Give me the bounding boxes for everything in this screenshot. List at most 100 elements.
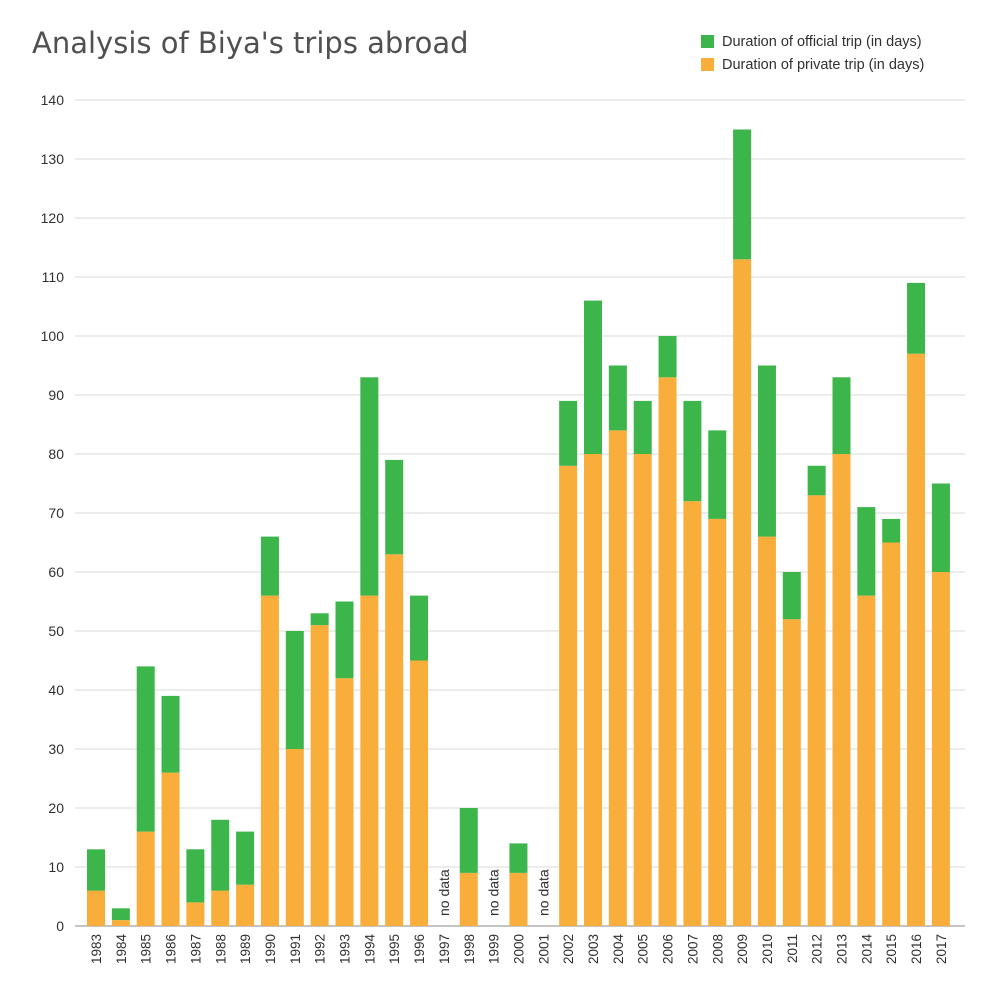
bar-official-1983: [87, 849, 105, 891]
bar-official-2004: [608, 365, 627, 431]
bar-private-1989: [236, 884, 255, 926]
legend-label-private: Duration of private trip (in days): [722, 56, 925, 73]
bar-private-1994: [360, 595, 379, 926]
x-tick-label-1992: 1992: [313, 934, 328, 964]
x-tick-label-2007: 2007: [685, 934, 700, 964]
bar-private-1987: [186, 902, 205, 926]
grid-layer: [75, 99, 965, 927]
bar-private-2005: [633, 454, 652, 926]
bar-official-2010: [757, 365, 776, 537]
x-tick-label-2009: 2009: [735, 934, 750, 964]
y-tick-label-120: 120: [41, 210, 65, 226]
bar-private-2008: [708, 518, 727, 926]
bar-private-2000: [509, 872, 528, 926]
bar-official-2000: [509, 843, 528, 873]
legend-swatch-official: [701, 35, 714, 48]
bar-official-1987: [186, 849, 205, 903]
y-tick-label-100: 100: [41, 328, 65, 344]
bar-private-1991: [285, 749, 304, 926]
bar-official-1993: [335, 601, 354, 679]
bar-private-2006: [658, 377, 677, 926]
bar-private-1983: [87, 890, 105, 926]
x-tick-label-1996: 1996: [412, 934, 427, 964]
bar-official-2014: [857, 507, 876, 596]
legend-item-official: Duration of official trip (in days): [701, 30, 924, 53]
x-tick-label-1987: 1987: [188, 934, 203, 964]
chart-title: Analysis of Biya's trips abroad: [32, 26, 469, 60]
bar-private-2003: [584, 454, 602, 926]
x-tick-label-1983: 1983: [89, 934, 104, 964]
y-tick-label-70: 70: [48, 505, 64, 521]
bar-private-2002: [559, 465, 578, 926]
axis-layer: 0 10 20 30 40 50 60 70 80 90 100 110 120 130 140 1983 19…: [41, 92, 949, 964]
x-tick-label-1989: 1989: [238, 934, 253, 964]
bar-official-2005: [633, 400, 652, 454]
bar-official-1984: [111, 908, 130, 921]
bar-official-1998: [459, 808, 478, 873]
bar-official-2009: [733, 129, 752, 260]
bar-official-2006: [658, 336, 677, 378]
bar-official-2012: [807, 465, 826, 496]
no-data-label-1997: no data: [436, 869, 452, 916]
x-tick-label-2012: 2012: [810, 934, 825, 964]
bar-official-2015: [882, 518, 901, 543]
x-tick-label-1986: 1986: [164, 934, 179, 964]
x-tick-label-1998: 1998: [462, 934, 477, 964]
x-tick-label-1988: 1988: [213, 934, 228, 964]
legend: Duration of official trip (in days) Dura…: [701, 30, 924, 76]
bar-official-1996: [410, 595, 429, 661]
bar-private-2016: [907, 353, 926, 926]
y-tick-label-10: 10: [48, 859, 64, 875]
bar-official-2003: [584, 300, 602, 454]
x-tick-label-1991: 1991: [288, 934, 303, 964]
bar-private-1995: [385, 554, 404, 926]
bar-private-1998: [459, 872, 478, 926]
bar-official-2016: [907, 282, 926, 354]
x-tick-label-1994: 1994: [362, 934, 377, 965]
y-tick-label-0: 0: [56, 918, 64, 934]
y-tick-label-140: 140: [41, 92, 65, 108]
x-tick-label-2014: 2014: [859, 934, 874, 965]
y-tick-label-30: 30: [48, 741, 64, 757]
bar-private-1996: [410, 660, 429, 926]
bar-official-2011: [782, 572, 801, 620]
x-tick-label-1995: 1995: [387, 934, 402, 964]
y-tick-label-60: 60: [48, 564, 64, 580]
bar-official-2017: [931, 483, 950, 572]
bar-private-2009: [733, 259, 752, 926]
bar-official-2013: [832, 377, 851, 454]
bar-private-2014: [857, 595, 876, 926]
x-tick-label-1990: 1990: [263, 934, 278, 964]
y-tick-label-80: 80: [48, 446, 64, 462]
bar-private-2007: [683, 501, 702, 926]
bar-official-2002: [559, 400, 578, 466]
bar-private-1984: [111, 920, 130, 926]
bar-private-1990: [260, 595, 279, 926]
x-tick-label-1985: 1985: [139, 934, 154, 964]
bar-official-1986: [161, 695, 180, 773]
bar-official-1988: [211, 819, 230, 891]
x-tick-label-2010: 2010: [760, 934, 775, 964]
legend-item-private: Duration of private trip (in days): [701, 53, 924, 76]
bar-private-1992: [310, 625, 329, 926]
bar-official-2007: [683, 400, 702, 502]
bar-official-1989: [236, 831, 255, 885]
bar-private-2013: [832, 454, 851, 926]
legend-swatch-private: [701, 58, 714, 71]
y-tick-label-20: 20: [48, 800, 64, 816]
y-tick-label-110: 110: [42, 269, 65, 285]
y-tick-label-130: 130: [41, 151, 65, 167]
x-tick-label-2002: 2002: [561, 934, 576, 964]
bar-private-1988: [211, 890, 230, 926]
bar-official-1985: [136, 666, 155, 832]
y-tick-label-40: 40: [48, 682, 64, 698]
bar-private-2004: [608, 430, 627, 926]
x-tick-label-2000: 2000: [511, 934, 526, 964]
bar-private-2015: [882, 542, 901, 926]
bars-layer: [87, 129, 950, 926]
bar-official-1992: [310, 613, 329, 626]
legend-label-official: Duration of official trip (in days): [722, 33, 922, 50]
x-tick-label-2001: 2001: [536, 934, 551, 964]
bar-official-1995: [385, 459, 404, 555]
